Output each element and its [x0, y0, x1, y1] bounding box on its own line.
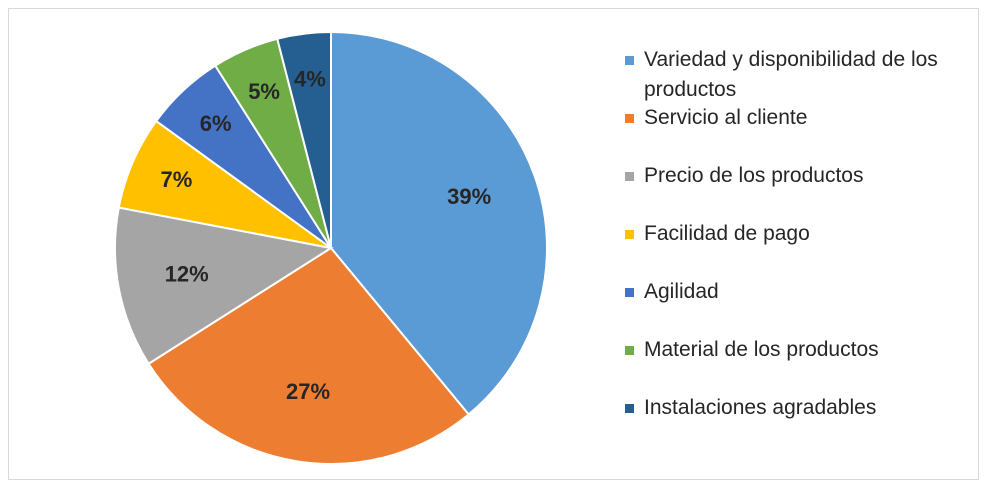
pie-slice [114, 206, 334, 366]
legend-item: Servicio al cliente [625, 103, 970, 133]
legend-label: Material de los productos [644, 338, 879, 361]
pie-slice [147, 246, 471, 465]
data-label: 6% [200, 111, 232, 136]
legend-label: Facilidad de pago [644, 222, 810, 245]
data-label: 5% [248, 79, 280, 104]
data-label: 27% [286, 379, 330, 404]
legend-item: Material de los productos [625, 335, 970, 365]
pie-slice [276, 30, 332, 249]
legend-item: Agilidad [625, 277, 970, 307]
legend: Variedad y disponibilidad de los product… [625, 45, 970, 423]
pie-slice [330, 30, 548, 416]
legend-label: Agilidad [644, 280, 719, 303]
data-label: 7% [160, 167, 192, 192]
legend-label: Servicio al cliente [644, 106, 808, 129]
legend-swatch [625, 114, 634, 123]
legend-item: Precio de los productos [625, 161, 970, 191]
legend-label: Instalaciones agradables [644, 396, 877, 419]
legend-label: Precio de los productos [644, 164, 864, 187]
chart-border [8, 8, 979, 480]
legend-item: Instalaciones agradables [625, 393, 970, 423]
legend-swatch [625, 404, 634, 413]
data-label: 12% [165, 261, 209, 286]
legend-item: Variedad y disponibilidad de los product… [625, 45, 970, 105]
legend-item: Facilidad de pago [625, 219, 970, 249]
legend-swatch [625, 172, 634, 181]
legend-swatch [625, 56, 634, 65]
legend-swatch [625, 230, 634, 239]
data-label: 4% [294, 67, 326, 92]
legend-swatch [625, 288, 634, 297]
legend-label: Variedad y disponibilidad de los product… [644, 48, 938, 101]
data-label: 39% [447, 184, 491, 209]
legend-swatch [625, 346, 634, 355]
